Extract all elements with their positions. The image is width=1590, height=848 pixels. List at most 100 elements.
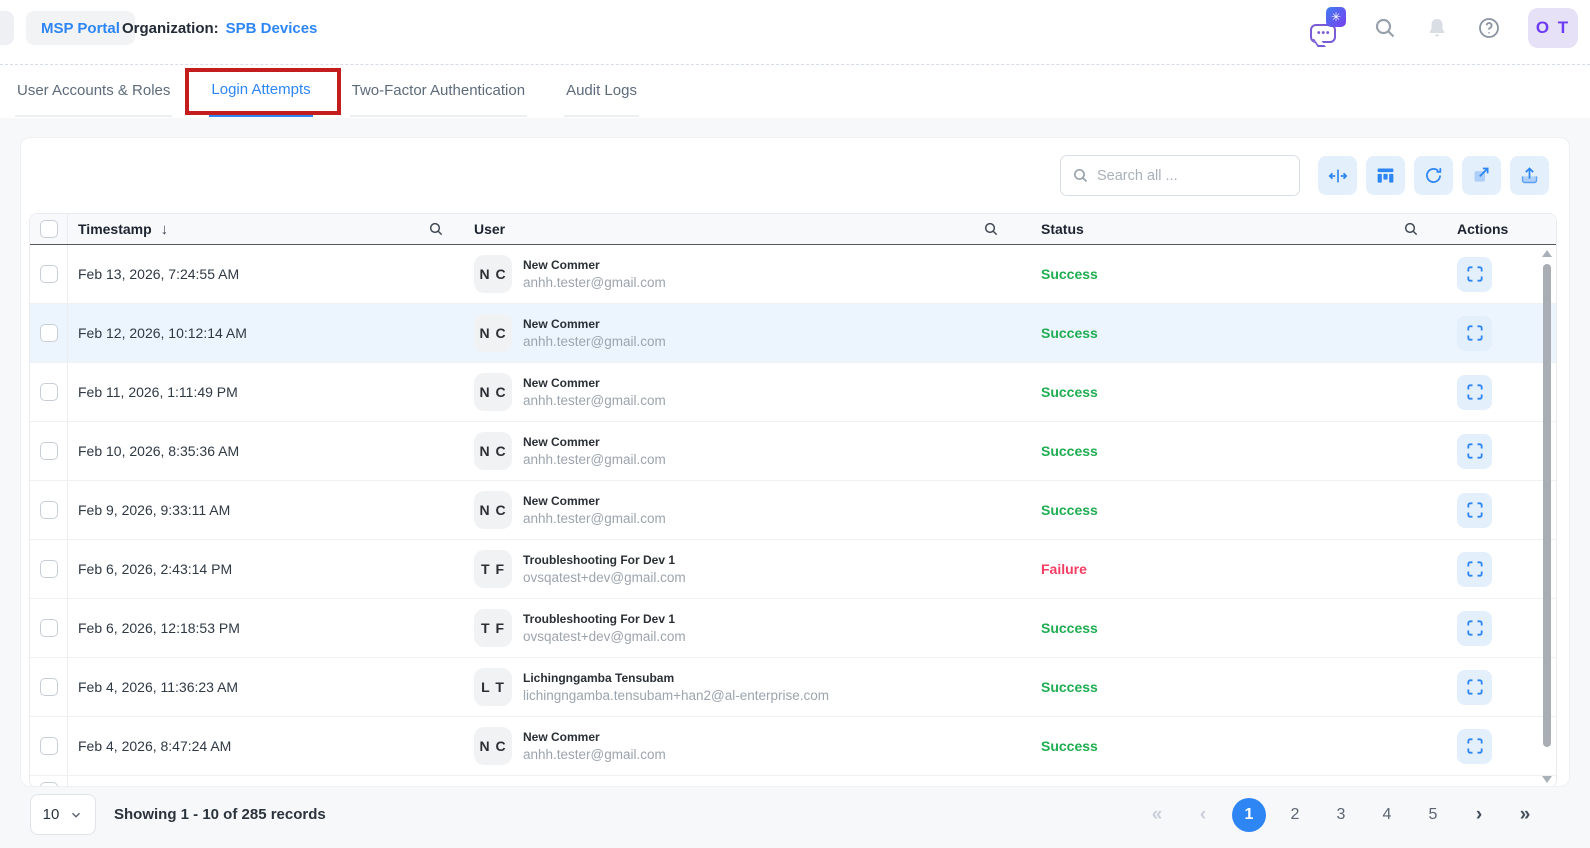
row-checkbox[interactable] xyxy=(39,782,58,786)
sidebar-toggle-stub[interactable] xyxy=(0,11,14,45)
table-columns-icon xyxy=(1377,168,1394,183)
table-header-row: Timestamp ↓ User Status xyxy=(30,214,1556,245)
row-checkbox-cell xyxy=(30,717,68,775)
user-cell: T F Troubleshooting For Dev 1 ovsqatest+… xyxy=(458,599,1013,657)
table-row[interactable]: Feb 4, 2026, 11:36:23 AM L T Lichingngam… xyxy=(30,658,1556,717)
row-checkbox-cell xyxy=(30,422,68,480)
notifications-bell-icon[interactable] xyxy=(1424,15,1450,41)
tab-user-accounts-roles[interactable]: User Accounts & Roles xyxy=(15,65,173,117)
table-row[interactable]: Feb 6, 2026, 12:18:53 PM T F Troubleshoo… xyxy=(30,599,1556,658)
table-row[interactable]: Feb 6, 2026, 2:43:14 PM T F Troubleshoot… xyxy=(30,540,1556,599)
search-all-input[interactable] xyxy=(1097,167,1288,184)
table-row[interactable]: Feb 4, 2026, 8:47:24 AM N C New Commer a… xyxy=(30,717,1556,776)
user-email: anhh.tester@gmail.com xyxy=(523,511,666,526)
table-vertical-scrollbar[interactable] xyxy=(1541,250,1553,783)
expand-row-icon xyxy=(1466,325,1483,341)
row-checkbox-cell xyxy=(30,658,68,716)
page-size-select[interactable]: 10 xyxy=(30,794,96,835)
page-button-5[interactable]: 5 xyxy=(1428,805,1438,823)
tab-audit-logs[interactable]: Audit Logs xyxy=(564,65,639,117)
expand-row-button[interactable] xyxy=(1457,728,1492,764)
row-checkbox[interactable] xyxy=(39,619,58,637)
expand-row-button[interactable] xyxy=(1457,669,1492,705)
row-checkbox[interactable] xyxy=(39,737,58,755)
user-avatar[interactable]: O T xyxy=(1528,8,1578,48)
expand-row-button[interactable] xyxy=(1457,256,1492,292)
expand-row-icon xyxy=(1466,620,1483,636)
table-row[interactable]: Feb 13, 2026, 7:24:55 AM N C New Commer … xyxy=(30,245,1556,304)
row-checkbox[interactable] xyxy=(39,442,58,460)
page-button-4[interactable]: 4 xyxy=(1382,805,1392,823)
refresh-icon xyxy=(1426,168,1442,183)
refresh-button[interactable] xyxy=(1414,156,1453,195)
user-email: ovsqatest+dev@gmail.com xyxy=(523,570,686,585)
page-button-3[interactable]: 3 xyxy=(1336,805,1346,823)
export-button[interactable] xyxy=(1510,156,1549,195)
table-row[interactable]: Feb 12, 2026, 10:12:14 AM N C New Commer… xyxy=(30,304,1556,363)
scroll-up-arrow-icon[interactable] xyxy=(1542,250,1552,257)
timestamp-column-search-icon[interactable] xyxy=(428,221,444,237)
user-column-search-icon[interactable] xyxy=(983,221,999,237)
user-email: anhh.tester@gmail.com xyxy=(523,747,666,762)
row-checkbox[interactable] xyxy=(39,501,58,519)
expand-row-icon xyxy=(1466,502,1483,518)
manage-columns-button[interactable] xyxy=(1366,156,1405,195)
msp-portal-button[interactable]: MSP Portal xyxy=(26,11,135,45)
timestamp-cell: Feb 9, 2026, 9:33:11 AM xyxy=(78,502,231,518)
row-checkbox-cell xyxy=(30,363,68,421)
tab-two-factor-authentication[interactable]: Two-Factor Authentication xyxy=(349,65,528,117)
organization-name-link[interactable]: SPB Devices xyxy=(225,19,318,37)
column-header-status[interactable]: Status xyxy=(1013,214,1433,244)
top-header: MSP Portal Organization: SPB Devices •••… xyxy=(0,0,1590,65)
tab-login-attempts[interactable]: Login Attempts xyxy=(185,65,341,117)
user-initials-avatar: N C xyxy=(474,727,512,765)
user-email: anhh.tester@gmail.com xyxy=(523,275,666,290)
organization-label: Organization: xyxy=(122,19,219,37)
expand-row-button[interactable] xyxy=(1457,610,1492,646)
row-checkbox[interactable] xyxy=(39,560,58,578)
status-column-search-icon[interactable] xyxy=(1403,221,1419,237)
next-page-icon[interactable]: › xyxy=(1475,803,1483,825)
user-name: New Commer xyxy=(523,494,600,508)
user-name: New Commer xyxy=(523,258,600,272)
expand-row-button[interactable] xyxy=(1457,315,1492,351)
select-all-checkbox[interactable] xyxy=(39,220,58,238)
scroll-down-arrow-icon[interactable] xyxy=(1542,776,1552,783)
table-row[interactable]: Feb 9, 2026, 9:33:11 AM N C New Commer a… xyxy=(30,481,1556,540)
help-icon[interactable] xyxy=(1476,15,1502,41)
expand-row-button[interactable] xyxy=(1457,551,1492,587)
expand-row-icon xyxy=(1466,561,1483,577)
open-in-new-button[interactable] xyxy=(1462,156,1501,195)
user-cell: L T Lichingngamba Tensubam lichingngamba… xyxy=(458,658,1013,716)
search-icon[interactable] xyxy=(1372,15,1398,41)
scrollbar-thumb[interactable] xyxy=(1543,264,1551,747)
expand-row-button[interactable] xyxy=(1457,374,1492,410)
status-text: Failure xyxy=(1041,561,1087,577)
row-checkbox[interactable] xyxy=(39,678,58,696)
first-page-icon[interactable]: « xyxy=(1151,803,1163,825)
expand-row-button[interactable] xyxy=(1457,492,1492,528)
expand-row-button[interactable] xyxy=(1457,433,1492,469)
column-resize-button[interactable] xyxy=(1318,156,1357,195)
column-header-user[interactable]: User xyxy=(458,214,1013,244)
page-button-1[interactable]: 1 xyxy=(1232,797,1266,832)
status-text: Success xyxy=(1041,443,1098,459)
user-email: anhh.tester@gmail.com xyxy=(523,334,666,349)
status-text: Success xyxy=(1041,738,1098,754)
row-checkbox[interactable] xyxy=(39,324,58,342)
assistant-chat-icon[interactable]: ••• ✳ xyxy=(1310,7,1346,45)
settings-tabbar: User Accounts & Roles Login Attempts Two-F… xyxy=(15,65,676,117)
prev-page-icon[interactable]: ‹ xyxy=(1199,803,1207,825)
user-name: New Commer xyxy=(523,376,600,390)
row-checkbox[interactable] xyxy=(39,265,58,283)
column-header-timestamp[interactable]: Timestamp ↓ xyxy=(68,214,458,244)
table-toolbar xyxy=(1060,155,1549,196)
expand-row-icon xyxy=(1466,266,1483,282)
sort-desc-icon[interactable]: ↓ xyxy=(160,220,169,238)
last-page-icon[interactable]: » xyxy=(1519,803,1531,825)
table-row[interactable]: Feb 11, 2026, 1:11:49 PM N C New Commer … xyxy=(30,363,1556,422)
page-button-2[interactable]: 2 xyxy=(1290,805,1300,823)
user-cell: N C New Commer anhh.tester@gmail.com xyxy=(458,422,1013,480)
row-checkbox[interactable] xyxy=(39,383,58,401)
table-row[interactable]: Feb 10, 2026, 8:35:36 AM N C New Commer … xyxy=(30,422,1556,481)
